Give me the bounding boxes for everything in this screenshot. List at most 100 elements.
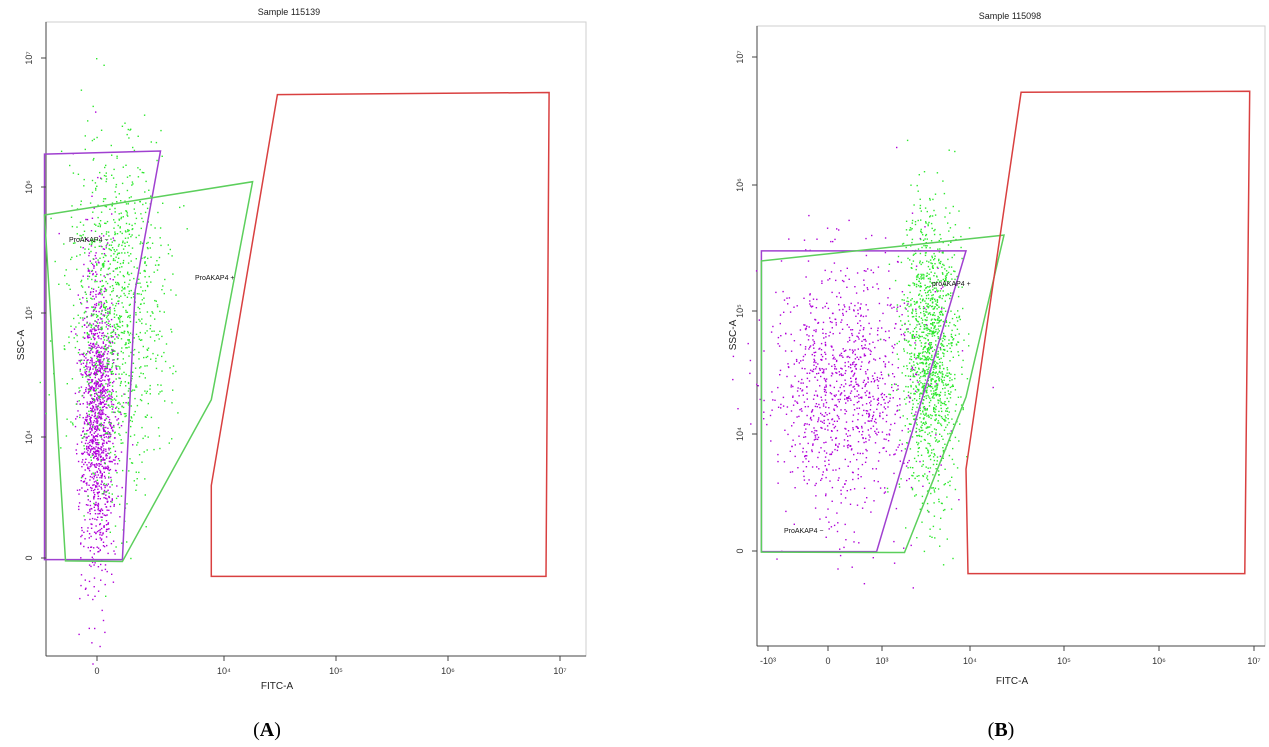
event-dot	[91, 561, 94, 564]
event-dot	[797, 380, 800, 383]
event-dot	[98, 509, 100, 512]
event-dot	[108, 390, 111, 392]
event-dot	[876, 398, 879, 401]
event-dot	[822, 370, 825, 372]
event-dot	[915, 372, 918, 374]
event-dot	[930, 378, 932, 380]
event-dot	[48, 394, 50, 396]
event-dot	[950, 295, 952, 297]
event-dot	[910, 305, 912, 307]
event-dot	[127, 251, 129, 254]
event-dot	[825, 368, 827, 370]
event-dot	[90, 535, 92, 538]
event-dot	[104, 205, 106, 207]
event-dot	[826, 414, 828, 416]
event-dot	[938, 474, 940, 476]
event-dot	[877, 402, 880, 404]
event-dot	[911, 241, 913, 244]
event-dot	[72, 172, 75, 174]
event-dot	[128, 137, 130, 139]
event-dot	[823, 422, 825, 424]
event-dot	[886, 414, 888, 416]
event-dot	[939, 290, 942, 292]
event-dot	[95, 463, 98, 465]
event-dot	[122, 274, 124, 277]
event-dot	[859, 307, 861, 309]
event-dot	[91, 328, 93, 330]
event-dot	[133, 337, 135, 339]
event-dot	[90, 324, 92, 326]
event-dot	[896, 405, 899, 407]
event-dot	[100, 274, 102, 276]
event-dot	[932, 448, 935, 451]
event-dot	[845, 402, 847, 404]
event-dot	[119, 384, 121, 387]
event-dot	[914, 342, 916, 344]
event-dot	[825, 516, 827, 518]
event-dot	[948, 343, 950, 345]
event-dot	[912, 415, 914, 417]
event-dot	[861, 427, 863, 429]
event-dot	[922, 402, 924, 404]
event-dot	[131, 377, 133, 380]
event-dot	[95, 368, 97, 370]
event-dot	[142, 203, 144, 206]
event-dot	[949, 484, 951, 487]
event-dot	[831, 451, 834, 453]
event-dot	[159, 310, 161, 313]
event-dot	[877, 288, 880, 290]
event-dot	[827, 279, 829, 281]
event-dot	[961, 366, 963, 368]
event-dot	[855, 368, 857, 370]
event-dot	[950, 273, 952, 275]
event-dot	[98, 397, 100, 399]
event-dot	[914, 369, 916, 371]
event-dot	[129, 303, 131, 306]
event-dot	[90, 523, 92, 525]
event-dot	[927, 467, 929, 469]
event-dot	[939, 528, 941, 530]
event-dot	[91, 360, 93, 362]
event-dot	[852, 352, 854, 354]
event-dot	[97, 318, 99, 321]
event-dot	[93, 365, 95, 367]
event-dot	[944, 387, 946, 389]
event-dot	[90, 394, 93, 396]
event-dot	[92, 342, 95, 345]
event-dot	[92, 314, 94, 317]
event-dot	[937, 488, 940, 490]
event-dot	[936, 386, 938, 388]
event-dot	[869, 333, 871, 335]
event-dot	[91, 556, 93, 558]
event-dot	[94, 182, 97, 184]
event-dot	[793, 422, 795, 424]
event-dot	[805, 328, 807, 331]
event-dot	[117, 352, 119, 355]
event-dot	[108, 363, 110, 366]
event-dot	[954, 278, 956, 281]
event-dot	[91, 429, 93, 432]
event-dot	[834, 238, 836, 241]
event-dot	[89, 329, 92, 331]
event-dot	[79, 414, 81, 416]
event-dot	[933, 368, 935, 371]
event-dot	[841, 319, 843, 321]
event-dot	[141, 339, 143, 341]
event-dot	[834, 448, 836, 451]
event-dot	[96, 264, 98, 266]
event-dot	[796, 401, 798, 403]
event-dot	[60, 447, 62, 449]
event-dot	[942, 348, 945, 351]
event-dot	[870, 381, 873, 383]
event-dot	[954, 410, 957, 412]
event-dot	[65, 435, 68, 437]
event-dot	[89, 466, 91, 468]
event-dot	[732, 378, 734, 381]
event-dot	[83, 421, 86, 423]
event-dot	[112, 287, 115, 290]
event-dot	[925, 275, 928, 277]
event-dot	[921, 261, 924, 264]
event-dot	[853, 310, 855, 312]
event-dot	[910, 229, 912, 231]
event-dot	[906, 300, 908, 303]
